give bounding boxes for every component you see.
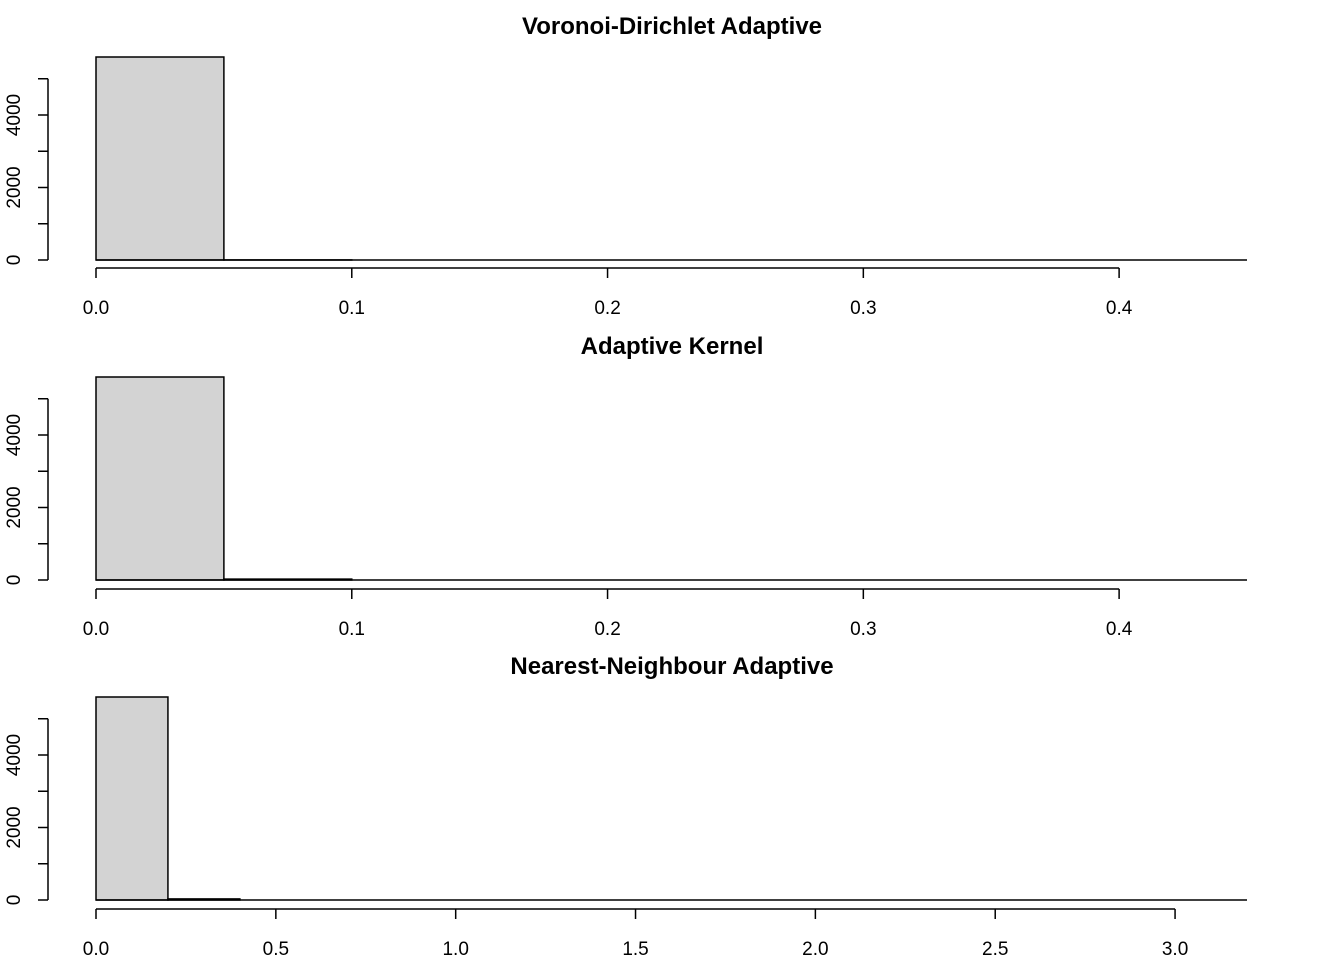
x-tick-label: 0.2 xyxy=(594,619,620,640)
histogram-bar xyxy=(95,696,169,901)
x-tick-label: 1.5 xyxy=(622,939,648,960)
y-tick-label: 4000 xyxy=(4,414,25,456)
y-tick-label: 4000 xyxy=(4,734,25,776)
x-tick-label: 0.1 xyxy=(339,619,365,640)
y-tick-label: 4000 xyxy=(4,94,25,136)
histogram-bar xyxy=(95,376,225,581)
chart-title: Nearest-Neighbour Adaptive xyxy=(510,653,833,680)
x-tick-label: 0.0 xyxy=(83,619,109,640)
chart-title: Voronoi-Dirichlet Adaptive xyxy=(522,13,822,40)
chart-title: Adaptive Kernel xyxy=(581,333,764,360)
y-tick-label: 2000 xyxy=(4,486,25,528)
x-tick-label: 0.0 xyxy=(83,939,109,960)
x-tick-label: 0.0 xyxy=(83,298,109,319)
y-tick-label: 0 xyxy=(4,895,25,906)
y-tick-label: 0 xyxy=(4,255,25,266)
histogram-panel-1: Voronoi-Dirichlet Adaptive 0 2000 4000 0.0 0.… xyxy=(4,13,1247,319)
histogram-bar xyxy=(95,56,225,261)
x-tick-label: 0.5 xyxy=(263,939,289,960)
x-tick-label: 2.0 xyxy=(802,939,828,960)
x-tick-label: 0.2 xyxy=(594,298,620,319)
x-tick-label: 2.5 xyxy=(982,939,1008,960)
x-tick-label: 0.3 xyxy=(850,619,876,640)
x-tick-label: 1.0 xyxy=(442,939,468,960)
x-tick-label: 0.4 xyxy=(1106,298,1133,319)
histogram-panel-3: Nearest-Neighbour Adaptive 0 2000 4000 0.0 0.… xyxy=(4,653,1247,960)
x-tick-label: 0.3 xyxy=(850,298,876,319)
x-tick-label: 0.1 xyxy=(339,298,365,319)
y-tick-label: 0 xyxy=(4,575,25,586)
y-tick-label: 2000 xyxy=(4,806,25,848)
x-tick-label: 0.4 xyxy=(1106,619,1133,640)
y-tick-label: 2000 xyxy=(4,166,25,208)
histogram-panel-2: Adaptive Kernel 0 2000 4000 0.0 0.1 0.2 0.3 0.4 xyxy=(4,333,1247,640)
x-tick-label: 3.0 xyxy=(1162,939,1188,960)
